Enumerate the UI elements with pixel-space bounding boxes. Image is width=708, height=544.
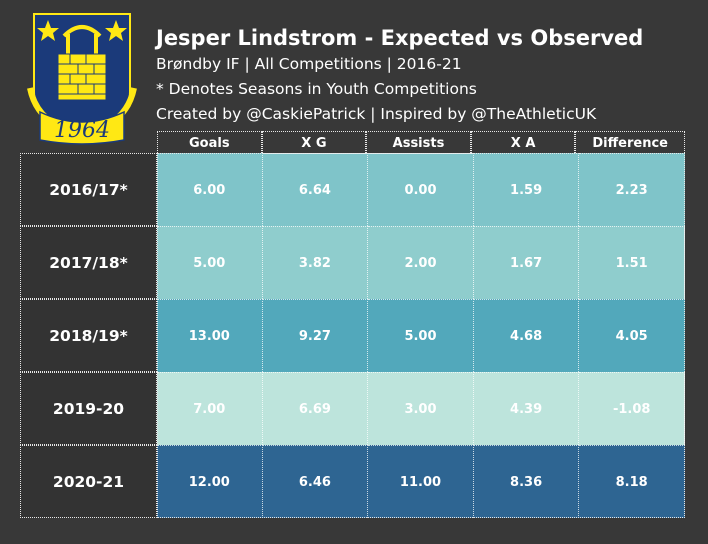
table-cell: 9.27 [262,299,369,372]
column-header-row: Goals X G Assists X A Difference [157,131,685,155]
table-cell: 1.59 [473,153,580,226]
table-row: 2020-21 12.00 6.46 11.00 8.36 8.18 [20,445,685,518]
logo-year: 1964 [54,118,110,143]
table-cell: 5.00 [157,226,263,299]
table-cell: 4.68 [473,299,580,372]
table-cell: 8.36 [473,445,580,518]
table-cell: 13.00 [157,299,263,372]
table-row: 2016/17* 6.00 6.64 0.00 1.59 2.23 [20,153,685,226]
table-cell: 4.39 [473,372,580,445]
page-title: Jesper Lindstrom - Expected vs Observed [156,26,644,50]
table-cell: 12.00 [157,445,263,518]
table-cell: 1.51 [579,226,685,299]
table-cell: 3.82 [262,226,369,299]
subtitle-line-1: Brøndby IF | All Competitions | 2016-21 [156,55,462,73]
table-cell: 8.18 [579,445,685,518]
column-header-assists: Assists [366,131,471,155]
column-header-xg: X G [261,131,367,155]
table-row: 2017/18* 5.00 3.82 2.00 1.67 1.51 [20,226,685,299]
table-cell: 4.05 [579,299,685,372]
column-header-xa: X A [470,131,576,155]
table-cell: 6.64 [262,153,369,226]
column-header-goals: Goals [157,131,262,155]
row-label-season: 2018/19* [20,299,157,372]
subtitle-line-2: * Denotes Seasons in Youth Competitions [156,80,477,98]
table-row: 2018/19* 13.00 9.27 5.00 4.68 4.05 [20,299,685,372]
column-header-difference: Difference [575,131,685,155]
table-row: 2019-20 7.00 6.69 3.00 4.39 -1.08 [20,372,685,445]
table-cell: 6.46 [262,445,369,518]
brondby-crest-icon: 1964 [27,13,137,145]
subtitle-line-3: Created by @CaskiePatrick | Inspired by … [156,105,597,123]
header: Jesper Lindstrom - Expected vs Observed … [156,24,696,127]
row-label-season: 2016/17* [20,153,157,226]
table-cell: 2.23 [579,153,685,226]
row-label-season: 2020-21 [20,445,157,518]
table-cell: 0.00 [368,153,474,226]
table-cell: 2.00 [368,226,474,299]
table-cell: -1.08 [579,372,685,445]
table-cell: 5.00 [368,299,474,372]
table-cell: 7.00 [157,372,263,445]
table-cell: 6.69 [262,372,369,445]
row-label-season: 2019-20 [20,372,157,445]
table-cell: 6.00 [157,153,263,226]
table-cell: 1.67 [473,226,580,299]
row-label-season: 2017/18* [20,226,157,299]
table-cell: 3.00 [368,372,474,445]
table-cell: 11.00 [368,445,474,518]
